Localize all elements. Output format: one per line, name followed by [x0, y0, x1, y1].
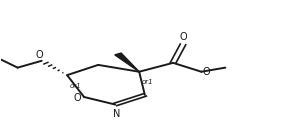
Polygon shape: [115, 53, 139, 72]
Text: O: O: [73, 93, 81, 103]
Text: or1: or1: [70, 83, 82, 89]
Text: O: O: [179, 32, 187, 42]
Text: N: N: [113, 109, 120, 119]
Text: O: O: [203, 67, 210, 77]
Text: O: O: [36, 50, 43, 60]
Text: or1: or1: [142, 79, 154, 85]
